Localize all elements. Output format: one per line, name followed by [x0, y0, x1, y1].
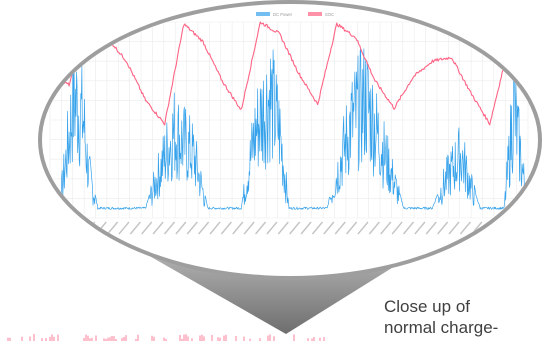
- x-tick-label: [175, 221, 187, 235]
- x-tick-label: [505, 221, 517, 235]
- legend-label: DC Power: [273, 12, 293, 17]
- x-tick-label: [129, 221, 141, 235]
- x-tick-label: [50, 221, 62, 235]
- x-tick-label: [243, 221, 255, 235]
- caption-line-2: normal charge-: [384, 318, 499, 337]
- x-tick-label: [380, 221, 392, 235]
- x-tick-label: [323, 221, 335, 235]
- x-tick-label: [414, 221, 426, 235]
- caption-text: Close up of normal charge-: [384, 296, 558, 338]
- x-tick-label: [220, 221, 232, 235]
- x-tick-label: [437, 221, 449, 235]
- series-line-soc: [49, 21, 529, 126]
- x-tick-label: [368, 221, 380, 235]
- chart-series: [49, 21, 529, 210]
- chart-legend: DC Power SOC: [256, 12, 334, 17]
- legend-swatch: [308, 12, 322, 16]
- x-tick-label: [494, 221, 506, 235]
- x-tick-label: [334, 221, 346, 235]
- x-tick-label: [425, 221, 437, 235]
- x-tick-label: [232, 221, 244, 235]
- legend-label: SOC: [325, 12, 334, 17]
- x-tick-label: [186, 221, 198, 235]
- x-tick-label: [152, 221, 164, 235]
- y-tick-label: 60: [34, 118, 39, 123]
- x-tick-label: [346, 221, 358, 235]
- x-tick-label: [311, 221, 323, 235]
- x-tick-label: [300, 221, 312, 235]
- zoomed-out-chart-strip: [7, 334, 325, 341]
- x-tick-label: [255, 221, 267, 235]
- x-tick-label: [72, 221, 84, 235]
- x-tick-label: [198, 221, 210, 235]
- x-tick-label: [357, 221, 369, 235]
- x-tick-label: [163, 221, 176, 235]
- y-tick-label: 80: [34, 89, 39, 94]
- x-tick-label: [459, 221, 471, 235]
- y-axis-ticks: 80 60: [34, 89, 39, 123]
- legend-swatch: [256, 12, 270, 16]
- x-tick-label: [209, 221, 221, 235]
- caption-line-1: Close up of: [384, 297, 470, 316]
- x-tick-label: [448, 221, 460, 235]
- x-tick-label: [391, 221, 403, 235]
- series-line-dc-power: [49, 46, 529, 210]
- x-tick-label: [107, 221, 119, 235]
- x-tick-label: [402, 221, 415, 235]
- x-tick-label: [277, 221, 289, 235]
- x-tick-label: [289, 221, 301, 235]
- ellipse-inner: [42, 4, 538, 276]
- x-tick-label: [61, 221, 73, 235]
- x-tick-label: [118, 221, 130, 235]
- x-tick-label: [516, 221, 528, 235]
- x-tick-label: [141, 221, 153, 235]
- x-tick-label: [266, 221, 278, 235]
